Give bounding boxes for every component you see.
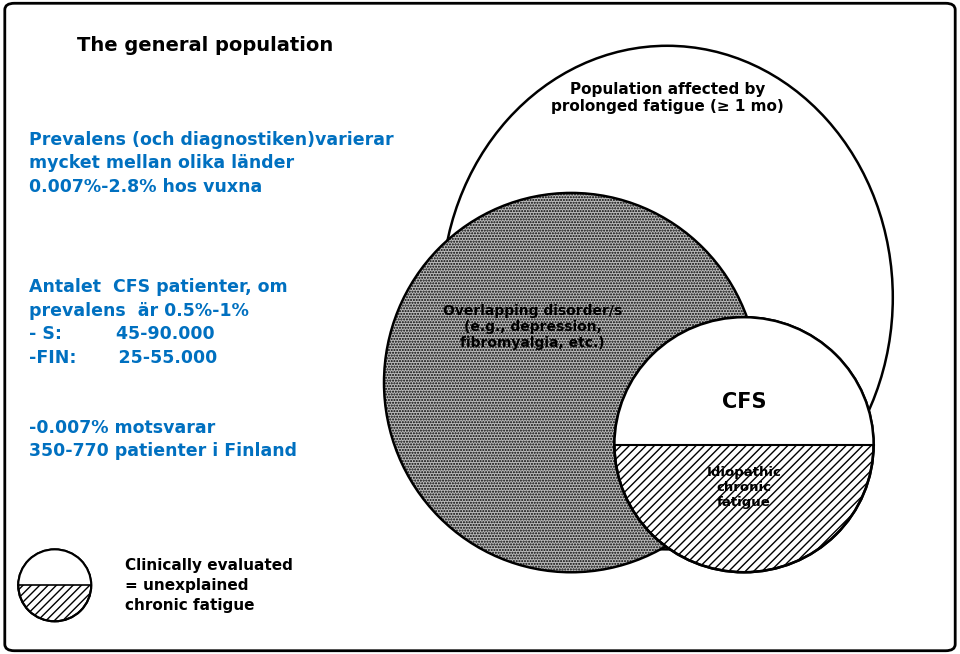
- Text: Prevalens (och diagnostiken)varierar
mycket mellan olika länder
0.007%-2.8% hos : Prevalens (och diagnostiken)varierar myc…: [29, 131, 394, 196]
- Ellipse shape: [18, 549, 91, 621]
- Text: CFS: CFS: [722, 392, 766, 412]
- Text: Clinically evaluated
= unexplained
chronic fatigue: Clinically evaluated = unexplained chron…: [125, 558, 293, 613]
- Ellipse shape: [442, 46, 893, 549]
- Ellipse shape: [614, 317, 874, 572]
- Text: Population affected by
prolonged fatigue (≥ 1 mo): Population affected by prolonged fatigue…: [551, 82, 783, 114]
- Text: Antalet  CFS patienter, om
prevalens  är 0.5%-1%
- S:         45-90.000
-FIN:   : Antalet CFS patienter, om prevalens är 0…: [29, 278, 287, 367]
- Ellipse shape: [18, 549, 91, 621]
- Text: Idiopathic
chronic
fatigue: Idiopathic chronic fatigue: [707, 466, 781, 509]
- Ellipse shape: [614, 317, 874, 572]
- Ellipse shape: [384, 193, 758, 572]
- Text: The general population: The general population: [77, 36, 333, 55]
- FancyBboxPatch shape: [5, 3, 955, 651]
- Text: -0.007% motsvarar
350-770 patienter i Finland: -0.007% motsvarar 350-770 patienter i Fi…: [29, 419, 297, 460]
- Text: Overlapping disorder/s
(e.g., depression,
fibromyalgia, etc.): Overlapping disorder/s (e.g., depression…: [444, 304, 622, 350]
